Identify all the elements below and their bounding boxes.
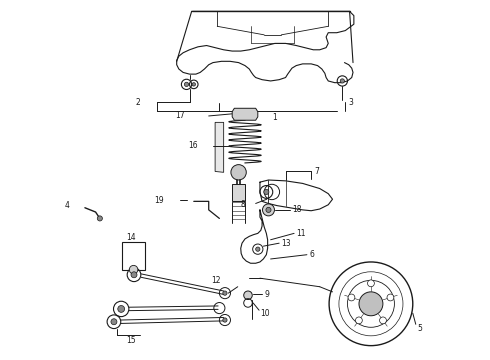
Circle shape (340, 79, 344, 83)
Circle shape (184, 82, 189, 86)
Circle shape (111, 319, 117, 325)
Circle shape (256, 247, 260, 251)
Circle shape (355, 317, 362, 324)
Text: 12: 12 (211, 276, 220, 285)
Text: 2: 2 (136, 98, 141, 107)
Text: 19: 19 (154, 196, 164, 205)
Circle shape (129, 265, 138, 274)
Text: 11: 11 (296, 229, 306, 238)
Circle shape (380, 317, 387, 324)
Text: 10: 10 (260, 309, 270, 318)
Circle shape (244, 291, 252, 300)
Circle shape (368, 280, 374, 287)
Text: 4: 4 (65, 201, 70, 210)
Circle shape (263, 204, 274, 216)
Text: 17: 17 (175, 112, 185, 121)
Text: 3: 3 (349, 98, 354, 107)
Text: 18: 18 (292, 206, 301, 215)
Circle shape (131, 272, 137, 278)
Text: 9: 9 (264, 290, 269, 299)
Text: 7: 7 (315, 167, 319, 176)
Circle shape (264, 189, 269, 194)
Circle shape (387, 294, 394, 301)
Circle shape (118, 306, 124, 312)
Circle shape (98, 216, 102, 221)
Circle shape (266, 207, 271, 212)
Text: 1: 1 (272, 113, 277, 122)
Text: 16: 16 (189, 141, 198, 150)
Circle shape (231, 165, 246, 180)
Polygon shape (215, 122, 223, 172)
Text: 6: 6 (309, 250, 314, 259)
Circle shape (192, 83, 196, 86)
Text: 15: 15 (126, 336, 136, 345)
Text: 5: 5 (417, 324, 422, 333)
Circle shape (348, 294, 355, 301)
Polygon shape (232, 108, 258, 120)
Circle shape (223, 318, 227, 322)
Text: 14: 14 (126, 233, 136, 242)
Bar (232, 184, 245, 201)
Text: 13: 13 (281, 239, 291, 248)
Circle shape (223, 291, 227, 295)
Circle shape (359, 292, 383, 316)
Text: 8: 8 (240, 200, 245, 209)
Bar (122, 242, 145, 270)
